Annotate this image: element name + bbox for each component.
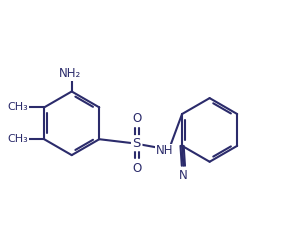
Text: S: S: [133, 137, 141, 150]
Text: O: O: [132, 112, 141, 125]
Text: CH₃: CH₃: [7, 102, 28, 112]
Text: NH₂: NH₂: [59, 67, 82, 80]
Text: CH₃: CH₃: [7, 134, 28, 144]
Text: NH: NH: [156, 144, 173, 157]
Text: N: N: [179, 169, 188, 182]
Text: O: O: [132, 162, 141, 175]
